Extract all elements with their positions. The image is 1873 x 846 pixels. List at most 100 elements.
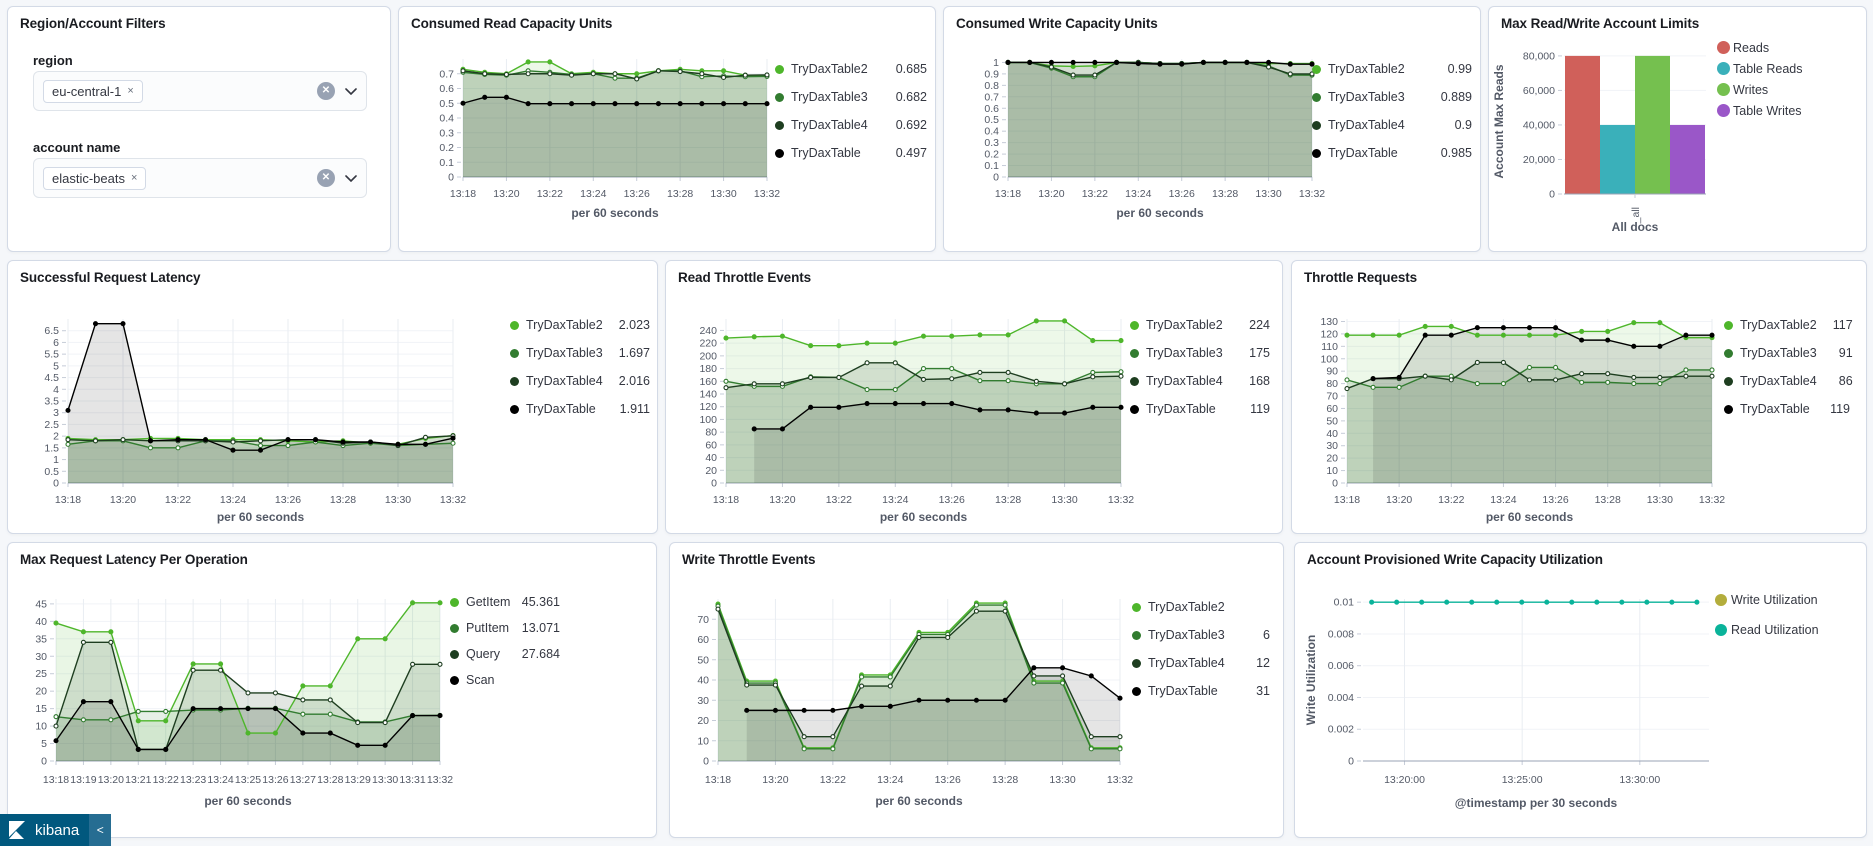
utilization-chart[interactable]: 0 0.002 0.004 0.006 0.008 0.01 13:20:00 13:25:0…: [1295, 543, 1868, 839]
legend-item[interactable]: TryDaxTable2 0.99: [1312, 55, 1472, 83]
legend-item[interactable]: TryDaxTable2: [1132, 593, 1270, 621]
svg-text:10: 10: [697, 735, 709, 747]
svg-text:13:20: 13:20: [1386, 494, 1412, 506]
region-filter-chip[interactable]: eu-central-1 ×: [43, 79, 143, 103]
svg-text:20: 20: [705, 465, 717, 477]
svg-text:6.5: 6.5: [44, 325, 59, 337]
svg-text:13:20: 13:20: [493, 188, 519, 200]
svg-text:13:26: 13:26: [624, 188, 650, 200]
chip-remove-icon[interactable]: ×: [127, 85, 134, 97]
clear-selection-icon[interactable]: ✕: [317, 82, 335, 100]
account-filter-chip[interactable]: elastic-beats ×: [43, 166, 147, 190]
region-combobox[interactable]: eu-central-1 × ✕: [33, 71, 367, 111]
legend-item[interactable]: Scan: [450, 667, 560, 693]
svg-text:5: 5: [53, 360, 59, 372]
legend-series-name: TryDaxTable: [1148, 684, 1218, 698]
legend-series-dot-icon: [1724, 348, 1733, 358]
legend-item[interactable]: PutItem 13.071: [450, 615, 560, 641]
svg-text:20,000: 20,000: [1523, 154, 1555, 166]
svg-text:70: 70: [1326, 391, 1338, 403]
legend-series-dot-icon: [510, 404, 519, 414]
legend-item[interactable]: Query 27.684: [450, 641, 560, 667]
legend-item[interactable]: TryDaxTable2 0.685: [775, 55, 927, 83]
svg-text:13:31: 13:31: [399, 774, 425, 786]
svg-text:0.4: 0.4: [439, 113, 454, 125]
legend-item[interactable]: TryDaxTable3 91: [1724, 339, 1853, 367]
legend-item[interactable]: TryDaxTable4 12: [1132, 649, 1270, 677]
legend-item[interactable]: Writes: [1717, 79, 1867, 100]
svg-text:10: 10: [35, 721, 47, 733]
legend-item[interactable]: TryDaxTable4 0.692: [775, 111, 927, 139]
throttle-requests-panel: Throttle Requests 0 10 20 30 40 50 60 70 80 90 100…: [1291, 260, 1867, 534]
legend-item[interactable]: TryDaxTable3 1.697: [510, 339, 650, 367]
legend-series-dot-icon: [775, 148, 784, 158]
legend-item[interactable]: TryDaxTable3 6: [1132, 621, 1270, 649]
chevron-down-icon[interactable]: [345, 87, 357, 95]
svg-text:110: 110: [1321, 341, 1338, 353]
svg-text:50: 50: [697, 654, 709, 666]
svg-text:13:32: 13:32: [1699, 494, 1725, 506]
svg-text:20: 20: [35, 686, 47, 698]
legend-item[interactable]: Read Utilization: [1715, 615, 1865, 645]
legend-item[interactable]: GetItem 45.361: [450, 589, 560, 615]
legend-item[interactable]: TryDaxTable3 0.889: [1312, 83, 1472, 111]
svg-text:13:18: 13:18: [450, 188, 476, 200]
latency-chart[interactable]: 00.511.522.533.544.555.566.5 13:18 13:20 13…: [8, 261, 659, 535]
legend-item[interactable]: TryDaxTable2 117: [1724, 311, 1853, 339]
svg-text:0.9: 0.9: [984, 68, 999, 80]
legend-series-name: Table Writes: [1733, 103, 1802, 118]
legend-item[interactable]: TryDaxTable4 0.9: [1312, 111, 1472, 139]
legend-item[interactable]: TryDaxTable4 168: [1130, 367, 1270, 395]
legend-series-name: TryDaxTable3: [1148, 628, 1225, 642]
legend-series-value: 224: [1249, 318, 1270, 332]
legend-series-name: TryDaxTable: [1740, 402, 1810, 416]
clear-selection-icon[interactable]: ✕: [317, 169, 335, 187]
legend-series-name: Read Utilization: [1731, 623, 1819, 637]
consumed-read-chart[interactable]: 0 0.1 0.2 0.3 0.4 0.5 0.6 0.7 13:18 13:20 13:22 13:…: [399, 7, 937, 253]
legend-item[interactable]: TryDaxTable 119: [1724, 395, 1850, 423]
legend-item[interactable]: Write Utilization: [1715, 585, 1865, 615]
legend-item[interactable]: TryDaxTable2 224: [1130, 311, 1270, 339]
svg-text:13:28: 13:28: [667, 188, 693, 200]
legend-series-name: PutItem: [466, 621, 510, 635]
legend-item[interactable]: TryDaxTable 1.911: [510, 395, 650, 423]
account-combobox[interactable]: elastic-beats × ✕: [33, 158, 367, 198]
legend-series-dot-icon: [1717, 62, 1730, 75]
svg-text:13:18: 13:18: [43, 774, 69, 786]
svg-text:13:30: 13:30: [385, 494, 411, 506]
svg-text:13:24: 13:24: [877, 774, 903, 786]
svg-text:13:23: 13:23: [180, 774, 206, 786]
legend-item[interactable]: Reads: [1717, 37, 1867, 58]
legend-series-dot-icon: [1724, 404, 1733, 414]
chip-remove-icon[interactable]: ×: [130, 172, 138, 184]
legend-item[interactable]: TryDaxTable4 2.016: [510, 367, 650, 395]
svg-text:0.006: 0.006: [1328, 660, 1354, 672]
write-throttle-chart[interactable]: 0 10 20 30 40 50 60 70 13:18 13:20 13:22 13:24 13:26…: [670, 543, 1285, 839]
legend-item[interactable]: TryDaxTable4 86: [1724, 367, 1853, 395]
legend-series-dot-icon: [1717, 83, 1730, 96]
panel-title: Max Request Latency Per Operation: [20, 552, 248, 567]
legend-item[interactable]: Table Writes: [1717, 100, 1867, 121]
svg-text:3: 3: [53, 407, 59, 419]
legend-item[interactable]: TryDaxTable 0.497: [775, 139, 927, 167]
legend-series-name: TryDaxTable4: [1740, 374, 1817, 388]
legend-item[interactable]: TryDaxTable2 2.023: [510, 311, 650, 339]
svg-text:per 60 seconds: per 60 seconds: [1486, 510, 1574, 524]
legend-item[interactable]: TryDaxTable 0.985: [1312, 139, 1472, 167]
chevron-down-icon[interactable]: [345, 174, 357, 182]
svg-text:40,000: 40,000: [1523, 119, 1555, 131]
collapse-sidebar-button[interactable]: <: [89, 814, 112, 846]
legend-series-dot-icon: [1130, 404, 1139, 414]
legend-item[interactable]: TryDaxTable 31: [1132, 677, 1270, 705]
legend-item[interactable]: TryDaxTable 119: [1130, 395, 1270, 423]
legend-item[interactable]: TryDaxTable3 0.682: [775, 83, 927, 111]
legend-item[interactable]: Table Reads: [1717, 58, 1867, 79]
legend-item[interactable]: TryDaxTable3 175: [1130, 339, 1270, 367]
svg-text:Write Utilization: Write Utilization: [1304, 635, 1318, 725]
svg-text:70: 70: [697, 614, 709, 626]
